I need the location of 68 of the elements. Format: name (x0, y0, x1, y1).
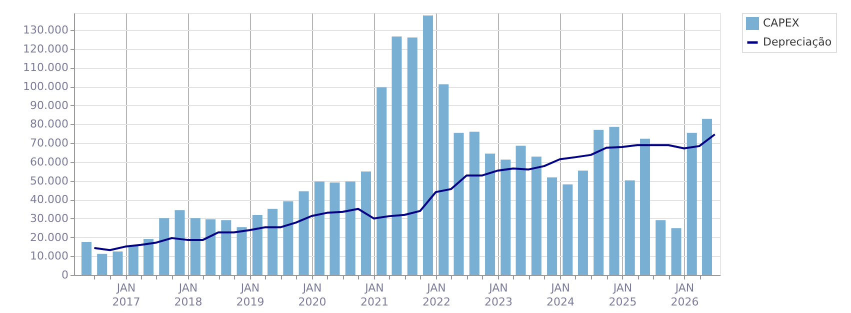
bar (159, 218, 170, 275)
bar (112, 251, 123, 275)
bar (376, 87, 387, 275)
bar (221, 220, 232, 275)
x-tick-label: JAN 2024 (546, 282, 575, 308)
bar (562, 184, 573, 275)
bar (97, 254, 108, 275)
y-tick-label: 130.000 (23, 23, 68, 36)
bar (500, 160, 511, 275)
y-tick-label: 50.000 (30, 174, 68, 188)
line-series (93, 133, 716, 252)
bar (143, 239, 154, 275)
bar (609, 126, 620, 275)
y-tick-label: 60.000 (30, 155, 68, 168)
y-tick-label: 0 (62, 268, 68, 282)
bar (686, 132, 697, 275)
bar (206, 219, 216, 275)
bar (268, 208, 278, 275)
y-tick-label: 10.000 (30, 250, 68, 263)
bar (174, 210, 185, 275)
bar (547, 177, 558, 275)
bar (485, 154, 496, 275)
y-tick-label: 110.000 (23, 61, 68, 74)
bar (469, 132, 480, 275)
bar (345, 182, 356, 275)
x-tick-label: JAN 2021 (360, 282, 388, 308)
bar (671, 228, 682, 275)
y-tick-label: 100.000 (23, 80, 68, 94)
bar (624, 180, 635, 275)
bar (531, 156, 542, 275)
bar (81, 242, 92, 275)
x-tick-label: JAN 2018 (174, 282, 202, 308)
bar (190, 218, 200, 275)
y-tick-label: 90.000 (30, 98, 68, 112)
bar (656, 220, 666, 275)
bar (516, 146, 526, 275)
bar (236, 227, 247, 275)
y-tick-label: 30.000 (30, 212, 68, 225)
bar (640, 138, 650, 275)
bar (454, 132, 464, 275)
bar (578, 170, 588, 275)
legend-label: CAPEX (763, 16, 800, 30)
bar (438, 84, 449, 275)
x-tick-label: JAN 2023 (484, 282, 513, 308)
bar (314, 182, 324, 275)
bar (407, 38, 418, 275)
y-tick-label: 40.000 (30, 193, 68, 206)
bar (594, 130, 604, 275)
x-tick-label: JAN 2017 (112, 282, 140, 308)
x-tick-label: JAN 2025 (608, 282, 637, 308)
x-tick-label: JAN 2020 (298, 282, 326, 308)
bar (330, 182, 340, 275)
x-tick-label: JAN 2026 (670, 282, 699, 308)
x-tick-label: JAN 2022 (422, 282, 450, 308)
bar (252, 215, 262, 275)
bar (283, 201, 294, 275)
bar (702, 118, 712, 275)
bar (360, 172, 371, 275)
y-tick-label: 80.000 (30, 118, 68, 131)
legend-label: Depreciação (763, 36, 832, 48)
x-tick-label: JAN 2019 (236, 282, 264, 308)
bar (392, 36, 402, 275)
y-tick-label: 70.000 (30, 136, 68, 150)
y-tick-label: 20.000 (30, 230, 68, 244)
bar (423, 15, 434, 275)
bar (298, 191, 309, 275)
y-tick-label: 120.000 (23, 42, 68, 56)
bar (128, 246, 138, 275)
